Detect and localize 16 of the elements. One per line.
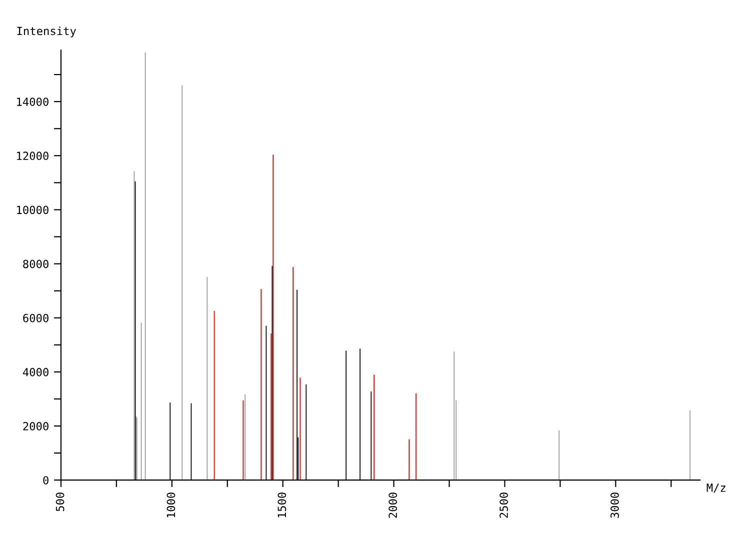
y-tick-label: 14000 xyxy=(17,98,48,106)
x-tick-label: 2500 xyxy=(500,492,508,518)
y-tick-label: 2000 xyxy=(23,422,48,430)
y-tick-label: 10000 xyxy=(17,206,48,214)
y-axis-title: Intensity xyxy=(17,26,76,38)
x-axis-title: M/z xyxy=(706,484,726,493)
y-tick-label: 4000 xyxy=(22,368,48,376)
y-tick-label: 8000 xyxy=(23,260,48,268)
x-tick-label: 2000 xyxy=(388,492,398,518)
x-tick-label: 500 xyxy=(56,492,64,512)
y-tick-label: 0 xyxy=(43,476,48,484)
x-tick-label: 3000 xyxy=(610,492,619,518)
y-tick-label: 12000 xyxy=(17,152,48,160)
y-tick-label: 6000 xyxy=(23,314,48,322)
x-tick-label: 1000 xyxy=(166,492,176,518)
x-tick-label: 1500 xyxy=(278,492,286,518)
